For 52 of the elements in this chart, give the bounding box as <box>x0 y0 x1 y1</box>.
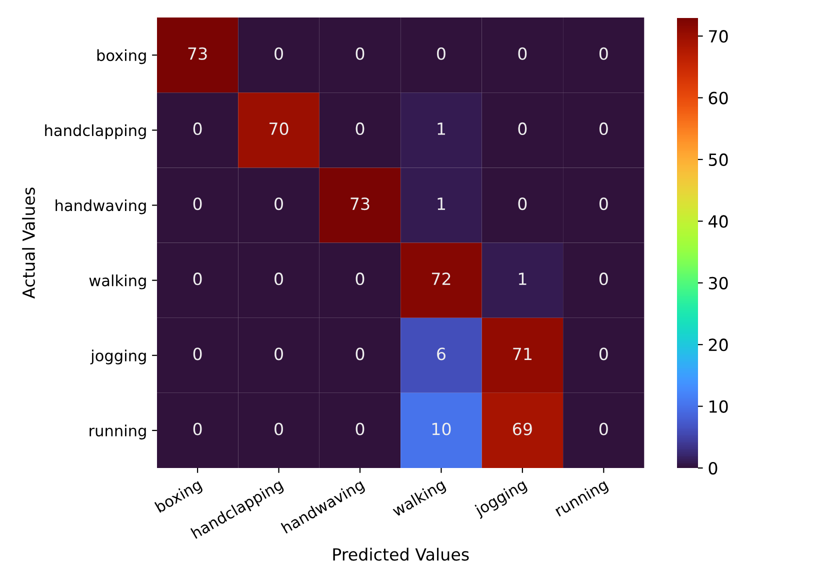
data-label: 0 <box>274 348 283 360</box>
data-label: 0 <box>193 272 202 286</box>
data-label: 0 <box>193 197 202 210</box>
data-label: 0 <box>518 197 527 210</box>
y-tick-label: handwaving <box>56 199 146 214</box>
data-label: 0 <box>356 348 364 360</box>
data-label: 0 <box>599 422 608 436</box>
data-label: 0 <box>274 272 283 286</box>
data-label: 0 <box>599 197 608 210</box>
data-label: 0 <box>356 272 364 286</box>
data-label: 0 <box>356 122 364 135</box>
color-bar-label: 70 <box>709 30 728 43</box>
y-tick-label: walking <box>89 274 146 290</box>
data-label: 71 <box>513 348 532 360</box>
y-axis-title: Actual Values <box>22 188 35 299</box>
data-label: 70 <box>270 122 288 135</box>
data-label: 0 <box>518 47 527 60</box>
data-label: 0 <box>599 348 608 360</box>
data-label: 0 <box>193 422 202 436</box>
data-label: 10 <box>432 422 451 436</box>
data-label: 0 <box>193 122 202 135</box>
data-label: 0 <box>356 422 364 436</box>
data-label: 0 <box>599 47 608 60</box>
data-label: 72 <box>432 272 450 285</box>
data-label: 0 <box>518 122 527 135</box>
data-label: 0 <box>274 422 283 436</box>
color-bar-label: 50 <box>708 153 728 166</box>
data-label: 0 <box>193 348 202 360</box>
data-label: 0 <box>599 272 608 286</box>
y-tick-label: handclapping <box>45 124 146 140</box>
data-label: 73 <box>350 197 370 210</box>
data-label: 0 <box>356 47 364 60</box>
data-label: 1 <box>438 122 445 135</box>
x-axis-title: Predicted Values <box>333 548 469 561</box>
color-bar-label: 0 <box>708 462 718 475</box>
data-label: 6 <box>437 348 446 360</box>
data-label: 0 <box>274 47 283 60</box>
data-label: 1 <box>438 198 445 210</box>
y-tick-label: boxing <box>97 49 146 64</box>
data-label: 69 <box>513 422 532 436</box>
data-label: 0 <box>274 197 283 210</box>
y-tick-label: running <box>90 424 146 440</box>
color-bar-label: 40 <box>708 215 728 228</box>
color-bar-label: 30 <box>708 276 728 290</box>
data-label: 0 <box>437 47 446 60</box>
color-bar-label: 60 <box>708 92 728 104</box>
y-tick-label: jogging <box>90 350 146 364</box>
color-bar-label: 20 <box>708 338 728 352</box>
data-label: 1 <box>518 272 526 285</box>
data-label: 73 <box>188 47 207 60</box>
data-label: 0 <box>599 122 608 135</box>
color-bar-label: 10 <box>710 400 728 413</box>
